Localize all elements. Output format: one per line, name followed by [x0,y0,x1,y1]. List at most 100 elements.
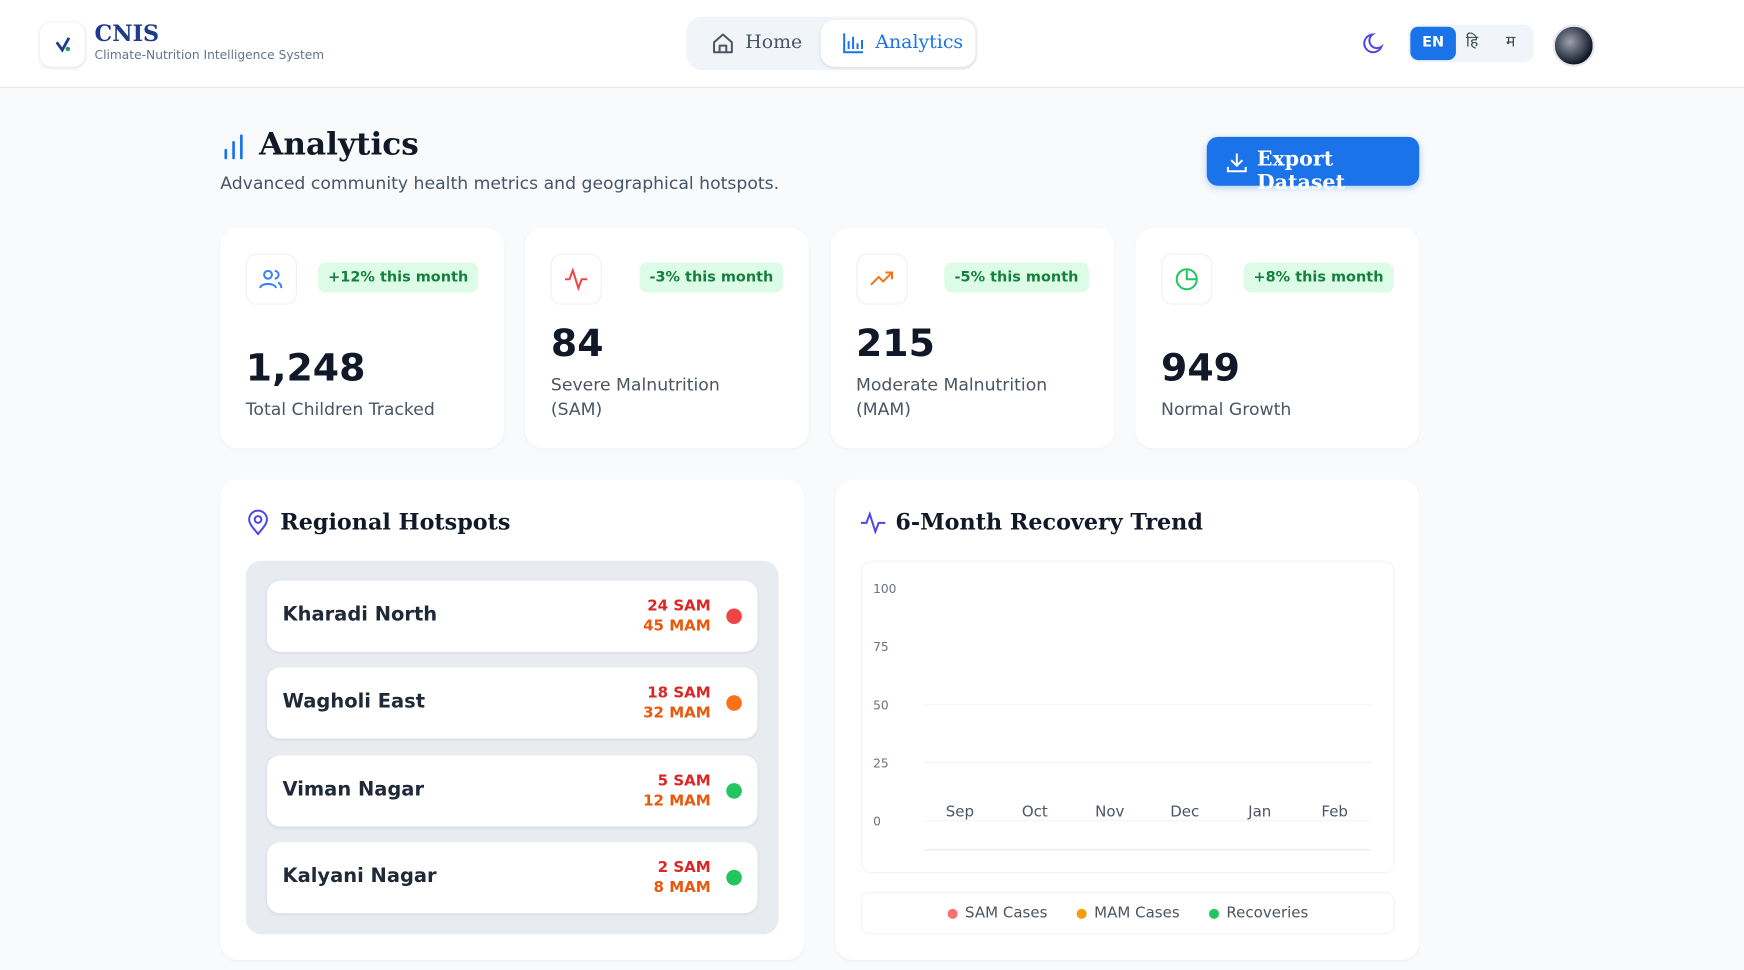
hotspot-mam: 32 MAM [643,704,711,723]
stat-change: -3% this month [639,262,784,293]
stat-label: Normal Growth [1161,399,1292,420]
hotspots-title: Regional Hotspots [280,508,511,536]
logo[interactable] [40,22,85,67]
export-button[interactable]: Export Dataset [1206,136,1420,195]
hotspot-mam: 45 MAM [643,617,711,636]
brand: CNIS [94,20,160,47]
hotspot-item[interactable]: Viman Nagar 5 SAM 12 MAM [266,754,758,827]
hotspot-sam: 5 SAM [657,771,711,790]
legend-item[interactable]: Recoveries [1208,904,1309,923]
status-dot [726,608,742,625]
status-dot [726,695,742,712]
pulse-icon [860,510,886,535]
nav-home[interactable]: Home [745,31,803,54]
status-dot [726,869,742,886]
nav: Home Analytics [686,16,978,71]
stat-icon-glyph [259,269,283,289]
pin-icon [248,509,268,536]
x-tick-label: Feb [1321,803,1348,821]
export-label: Export Dataset [1256,147,1346,195]
hotspot-name: Kalyani Nagar [282,865,437,888]
x-tick-label: Oct [1022,803,1048,821]
legend-swatch [1076,908,1087,919]
stat-icon-glyph [565,267,588,292]
nav-analytics[interactable]: Analytics [875,31,964,54]
hotspot-mam: 12 MAM [643,791,711,810]
stat-change: +12% this month [318,262,479,293]
hotspot-mam: 8 MAM [653,878,711,897]
language-switch: EN हि म [1408,24,1534,63]
stat-value: 84 [550,321,604,366]
stat-label: Severe Malnutrition (SAM) [550,374,720,420]
lang-hi[interactable]: हि [1465,33,1479,52]
hotspot-item[interactable]: Kalyani Nagar 2 SAM 8 MAM [266,841,758,914]
stat-card: -5% this month 215 Moderate Malnutrition (… [830,228,1115,449]
analytics-icon [843,33,864,54]
logo-icon [55,37,71,53]
stat-card: +12% this month 1,248 Total Children Track… [220,228,504,449]
top-bar: CNIS Climate-Nutrition Intelligence Syst… [0,0,1744,88]
stat-change: -5% this month [944,262,1089,293]
stat-icon [550,253,603,305]
hotspot-item[interactable]: Kharadi North 24 SAM 45 MAM [266,580,758,652]
legend-label: SAM Cases [965,904,1048,923]
hotspot-sam: 2 SAM [657,858,711,877]
stat-card: -3% this month 84 Severe Malnutrition (SAM… [525,228,809,449]
y-tick-label: 0 [873,815,881,829]
legend-label: Recoveries [1226,904,1309,923]
stat-value: 1,248 [245,345,366,391]
y-tick-label: 75 [873,640,889,654]
stat-body: 84 Severe Malnutrition (SAM) [551,321,783,421]
home-icon [713,33,733,54]
stat-label: Total Children Tracked [245,399,435,420]
legend-item[interactable]: SAM Cases [947,904,1047,922]
stat-value: 949 [1161,345,1241,391]
trend-chart: 0 25 50 75 100 Sep Oct Nov Dec Jan Feb [860,560,1395,874]
y-tick-label: 100 [873,582,896,596]
page-subtitle: Advanced community health metrics and ge… [220,173,780,194]
stat-icon-glyph [1175,268,1198,291]
x-tick-label: Sep [946,803,974,821]
hotspot-name: Kharadi North [282,604,438,627]
y-tick-label: 50 [873,698,889,712]
stat-body: 1,248 Total Children Tracked [246,346,478,422]
stat-change: +8% this month [1243,262,1394,293]
stat-body: 215 Moderate Malnutrition (MAM) [856,321,1088,421]
stat-icon-glyph [869,271,893,286]
x-tick-label: Jan [1247,803,1271,821]
hotspots-card: Regional Hotspots Kharadi North 24 SAM 45 … [220,479,805,960]
stat-card: +8% this month 949 Normal Growth [1135,228,1420,449]
status-dot [726,782,742,799]
stat-icon [1161,253,1213,305]
legend-label: MAM Cases [1094,904,1180,923]
trend-title: 6-Month Recovery Trend [895,508,1203,536]
lang-mr[interactable]: म [1505,33,1516,52]
hotspot-name: Wagholi East [282,691,426,714]
lang-en[interactable]: EN [1410,26,1456,61]
stat-label: Moderate Malnutrition (MAM) [855,374,1048,420]
avatar[interactable] [1552,24,1595,67]
legend-swatch [1208,908,1219,919]
download-icon [1226,153,1247,173]
hotspot-name: Viman Nagar [282,778,425,801]
page-title: Analytics [259,125,419,163]
hotspot-item[interactable]: Wagholi East 18 SAM 32 MAM [266,667,758,739]
hotspot-sam: 18 SAM [647,684,711,703]
trend-card: 6-Month Recovery Trend 0 25 50 75 100 Sep Oct N… [835,479,1420,960]
nav-active-bg [820,20,976,67]
x-tick-label: Nov [1095,803,1124,821]
legend: SAM Cases MAM Cases Recoveries [860,892,1395,935]
tagline: Climate-Nutrition Intelligence System [94,47,325,63]
stat-body: 949 Normal Growth [1161,346,1393,422]
stat-icon [855,253,908,305]
title-icon [224,134,243,160]
x-tick-label: Dec [1170,803,1199,821]
hotspot-sam: 24 SAM [647,597,711,616]
y-tick-label: 25 [873,756,889,770]
stat-value: 215 [855,321,935,366]
theme-toggle[interactable] [1361,30,1388,57]
legend-item[interactable]: MAM Cases [1076,904,1180,923]
hotspot-list: Kharadi North 24 SAM 45 MAM Wagholi East 18 … [245,560,779,935]
